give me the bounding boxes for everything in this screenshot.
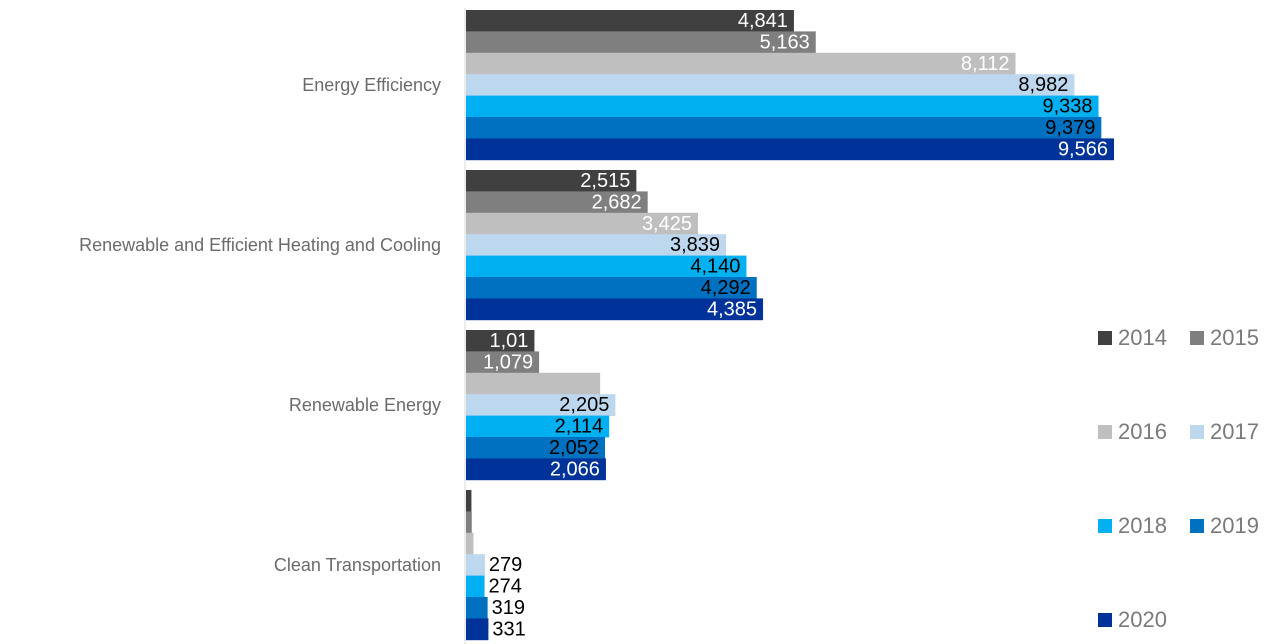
- bar: [466, 597, 488, 619]
- bar: [466, 575, 485, 598]
- bar: [466, 31, 816, 54]
- bar: [466, 212, 699, 235]
- data-label: 5,163: [760, 31, 810, 53]
- data-label: 4,140: [690, 256, 740, 278]
- legend-label: 2018: [1118, 513, 1167, 538]
- category-labels: Energy Efficiency Renewable and Efficient…: [79, 75, 441, 575]
- legend-label: 2014: [1118, 325, 1167, 350]
- data-label: 1,079: [483, 351, 533, 373]
- bar: [466, 191, 648, 214]
- bar: [466, 458, 606, 481]
- legend-label: 2019: [1210, 513, 1259, 538]
- bar: [466, 554, 485, 576]
- bar: [466, 351, 540, 374]
- data-label: 3,839: [670, 234, 720, 256]
- bar: [466, 74, 1075, 96]
- data-label: 319: [492, 597, 525, 619]
- data-label: 2,682: [592, 191, 642, 213]
- data-label: 4,841: [738, 10, 788, 32]
- data-label: 3,425: [642, 213, 692, 235]
- category-label: Renewable Energy: [289, 395, 441, 415]
- bar: [466, 394, 616, 416]
- bar: [466, 532, 474, 555]
- bar: [466, 437, 606, 459]
- data-label: 4,292: [701, 277, 751, 299]
- category-label: Energy Efficiency: [302, 75, 441, 95]
- bar-series: [466, 10, 1114, 641]
- bar: [466, 52, 1016, 75]
- data-label: 8,982: [1018, 74, 1068, 96]
- legend-swatch: [1098, 425, 1112, 439]
- bar: [466, 330, 535, 352]
- bar: [466, 117, 1102, 139]
- data-label: 2,052: [549, 437, 599, 459]
- legend-label: 2017: [1210, 419, 1259, 444]
- bar: [466, 298, 764, 321]
- legend-swatch: [1190, 425, 1204, 439]
- category-label: Clean Transportation: [274, 555, 441, 575]
- legend-label: 2015: [1210, 325, 1259, 350]
- legend: 2014 2015 2016 2017 2018 2019 2020: [1098, 325, 1259, 632]
- data-label: 331: [492, 618, 525, 640]
- data-label: 279: [489, 554, 522, 576]
- bar: [466, 277, 757, 299]
- data-label: 2,066: [550, 458, 600, 480]
- category-label: Renewable and Efficient Heating and Cool…: [79, 235, 441, 255]
- bar: [466, 255, 747, 278]
- bar: [466, 372, 601, 395]
- data-label: 8,112: [961, 53, 1010, 75]
- legend-label: 2020: [1118, 607, 1167, 632]
- legend-swatch: [1098, 519, 1112, 533]
- bar: [466, 95, 1099, 118]
- legend-swatch: [1098, 331, 1112, 345]
- bar: [466, 511, 472, 534]
- bar: [466, 138, 1114, 161]
- legend-swatch: [1098, 613, 1112, 627]
- data-label: 9,566: [1058, 138, 1108, 160]
- legend-label: 2016: [1118, 419, 1167, 444]
- data-label: 2,205: [559, 394, 609, 416]
- legend-swatch: [1190, 519, 1204, 533]
- data-label: 9,379: [1045, 117, 1095, 139]
- data-label: 1,01: [489, 330, 528, 352]
- data-label: 9,338: [1042, 96, 1092, 118]
- bar: [466, 490, 472, 512]
- bar: [466, 415, 610, 438]
- data-label: 2,515: [580, 170, 630, 192]
- data-label: 2,114: [555, 416, 604, 438]
- bar: [466, 234, 727, 256]
- bar: [466, 170, 637, 192]
- data-label: 4,385: [707, 298, 757, 320]
- bar: [466, 10, 794, 32]
- bar: [466, 618, 489, 641]
- data-label: 274: [489, 576, 522, 598]
- legend-swatch: [1190, 331, 1204, 345]
